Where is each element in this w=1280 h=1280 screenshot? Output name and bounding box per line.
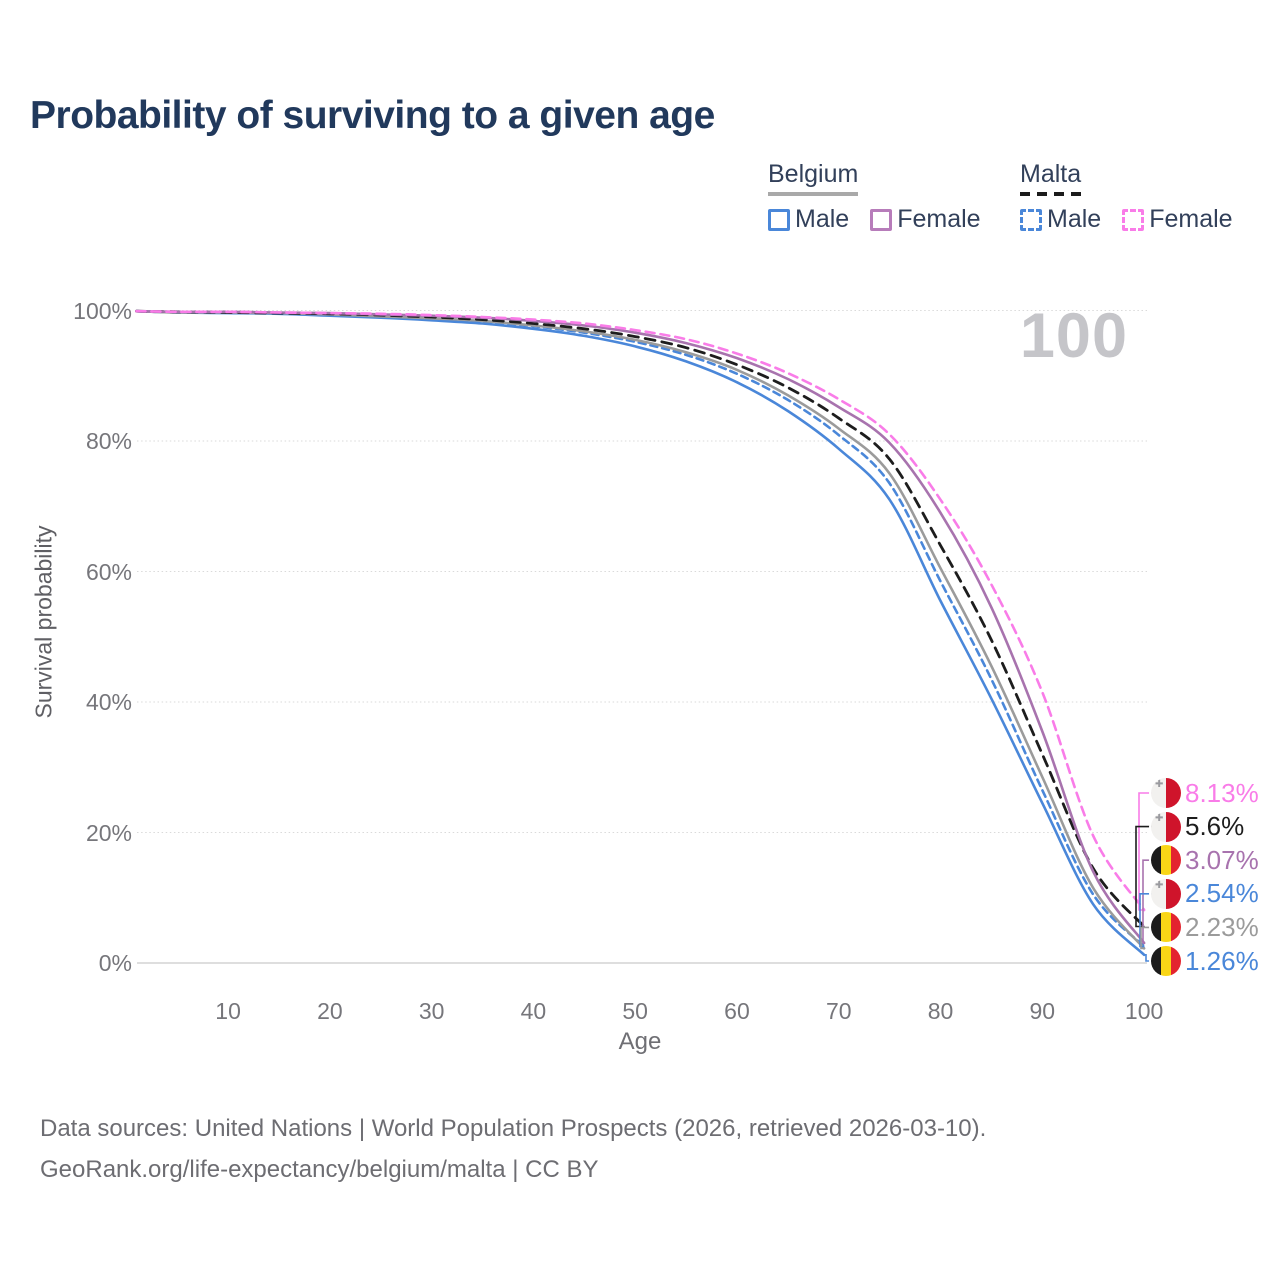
curve-malta-both[interactable]: [135, 309, 1146, 928]
end-label-value: 2.23%: [1185, 911, 1259, 942]
legend-item-label: Female: [1149, 205, 1233, 233]
end-label-value: 8.13%: [1185, 777, 1259, 808]
checkbox-icon: [768, 208, 790, 231]
legend-belgium-line-swatch: [768, 192, 859, 196]
malta-flag-icon: ✚: [1151, 811, 1181, 842]
age-100-watermark: 100: [1019, 301, 1128, 371]
y-tick-label: 100%: [73, 297, 132, 324]
x-tick-label: 100: [1124, 998, 1164, 1024]
x-tick-label: 90: [1029, 998, 1056, 1024]
legend-item-malta-female[interactable]: Female: [1122, 205, 1233, 234]
legend-item-label: Female: [897, 205, 981, 233]
end-label-value: 5.6%: [1185, 811, 1245, 842]
end-label-value: 1.26%: [1185, 945, 1259, 976]
end-label-malta-male: ✚ 2.54%: [1151, 878, 1259, 910]
footer-sources: Data sources: United Nations | World Pop…: [40, 1115, 987, 1142]
leader-line-belgium-both: [1140, 926, 1152, 950]
x-tick-label: 60: [724, 998, 750, 1024]
dashed-checkbox-icon: [1020, 208, 1042, 231]
legend-group-title-belgium[interactable]: Belgium: [768, 160, 859, 196]
leader-line-malta-female: [1138, 792, 1152, 911]
y-tick-label: 40%: [85, 689, 132, 715]
dashed-checkbox-icon: [1122, 208, 1145, 231]
curve-belgium-both[interactable]: [135, 309, 1146, 950]
y-tick-label: 60%: [85, 558, 132, 585]
malta-flag-icon: ✚: [1151, 778, 1181, 808]
leader-line-belgium-male: [1144, 954, 1152, 962]
legend-group-title-malta[interactable]: Malta: [1020, 160, 1082, 196]
footer-note: Data sources: United Nations | World Pop…: [40, 1108, 986, 1190]
y-tick-label: 0%: [98, 950, 132, 976]
end-label-value: 2.54%: [1185, 878, 1259, 909]
malta-flag-icon: ✚: [1151, 878, 1181, 909]
end-label-malta-both: ✚ 5.6%: [1151, 811, 1244, 843]
page-title: Probability of surviving to a given age: [30, 94, 715, 137]
leader-line-malta-male: [1139, 893, 1152, 948]
belgium-flag-icon: [1151, 845, 1181, 876]
legend-malta-line-swatch: [1020, 192, 1082, 196]
end-label-belgium-both: 2.23%: [1151, 911, 1259, 943]
x-axis-label: Age: [618, 1028, 662, 1055]
legend-item-belgium-male[interactable]: Male: [768, 205, 849, 234]
end-label-value: 3.07%: [1185, 844, 1259, 875]
belgium-flag-icon: [1151, 946, 1181, 976]
x-tick-label: 10: [215, 998, 241, 1024]
x-tick-label: 80: [927, 998, 954, 1024]
belgium-flag-icon: [1151, 912, 1181, 943]
checkbox-icon: [870, 208, 893, 231]
x-tick-label: 70: [825, 998, 852, 1024]
curve-belgium-female[interactable]: [135, 309, 1146, 945]
x-tick-label: 40: [520, 998, 547, 1024]
curve-malta-male[interactable]: [135, 309, 1146, 948]
legend-item-label: Male: [795, 205, 850, 233]
y-tick-label: 80%: [85, 428, 132, 454]
legend-group-malta: Malta Male Female: [1020, 160, 1233, 234]
end-label-malta-female: ✚ 8.13%: [1151, 777, 1259, 809]
curve-belgium-male[interactable]: [135, 309, 1146, 957]
end-label-belgium-female: 3.07%: [1151, 844, 1259, 876]
x-tick-label: 20: [317, 998, 343, 1024]
end-label-belgium-male: 1.26%: [1151, 945, 1259, 977]
leader-line-belgium-female: [1142, 859, 1152, 944]
legend-item-label: Male: [1047, 205, 1102, 233]
legend-item-malta-male[interactable]: Male: [1020, 205, 1101, 234]
y-tick-label: 20%: [85, 819, 132, 846]
legend-group-belgium: Belgium Male Female: [768, 160, 981, 234]
legend-item-belgium-female[interactable]: Female: [870, 205, 981, 234]
x-tick-label: 30: [418, 998, 445, 1024]
curve-malta-female[interactable]: [135, 309, 1146, 912]
footer-link: GeoRank.org/life-expectancy/belgium/malt…: [40, 1156, 599, 1183]
x-tick-label: 50: [622, 998, 648, 1024]
